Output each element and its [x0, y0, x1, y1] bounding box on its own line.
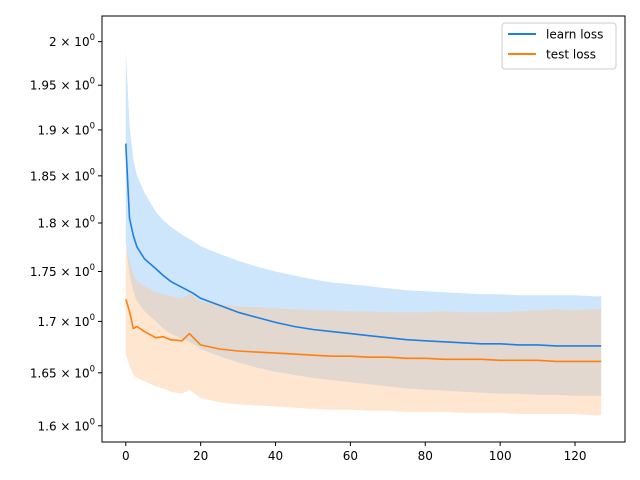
- plot-frame: [101, 15, 626, 443]
- y-tick-label: 1.95 × 100: [30, 77, 95, 93]
- series-lines: [125, 143, 602, 363]
- legend-label-learn-loss: learn loss: [546, 28, 603, 42]
- learn-loss-line: [125, 143, 602, 347]
- legend-label-test-loss: test loss: [546, 48, 596, 62]
- y-tick-label: 1.8 × 100: [38, 215, 95, 231]
- uncertainty-bands: [125, 50, 602, 416]
- x-tick-label: 120: [564, 449, 587, 463]
- y-tick-label: 1.75 × 100: [30, 263, 95, 279]
- x-tick-label: 100: [489, 449, 512, 463]
- test-loss-band: [125, 247, 602, 416]
- y-tick-label: 1.6 × 100: [38, 417, 95, 433]
- y-tick-label: 1.85 × 100: [30, 167, 95, 183]
- y-tick-label: 1.7 × 100: [38, 313, 95, 329]
- test-loss-line: [125, 299, 602, 363]
- x-tick-label: 80: [418, 449, 433, 463]
- legend: learn loss test loss: [501, 22, 617, 70]
- y-tick-label: 2 × 100: [49, 33, 95, 49]
- learn-loss-band: [125, 50, 602, 396]
- x-tick-label: 40: [268, 449, 283, 463]
- y-axis: 1.6 × 100 1.65 × 100 1.7 × 100 1.75 × 100 1.…: [30, 33, 102, 433]
- x-tick-label: 0: [122, 449, 130, 463]
- y-tick-label: 1.9 × 100: [38, 121, 95, 137]
- x-axis: 0 20 40 60 80 100 120: [122, 442, 587, 463]
- x-tick-label: 60: [343, 449, 358, 463]
- y-tick-label: 1.65 × 100: [30, 364, 95, 380]
- x-tick-label: 20: [193, 449, 208, 463]
